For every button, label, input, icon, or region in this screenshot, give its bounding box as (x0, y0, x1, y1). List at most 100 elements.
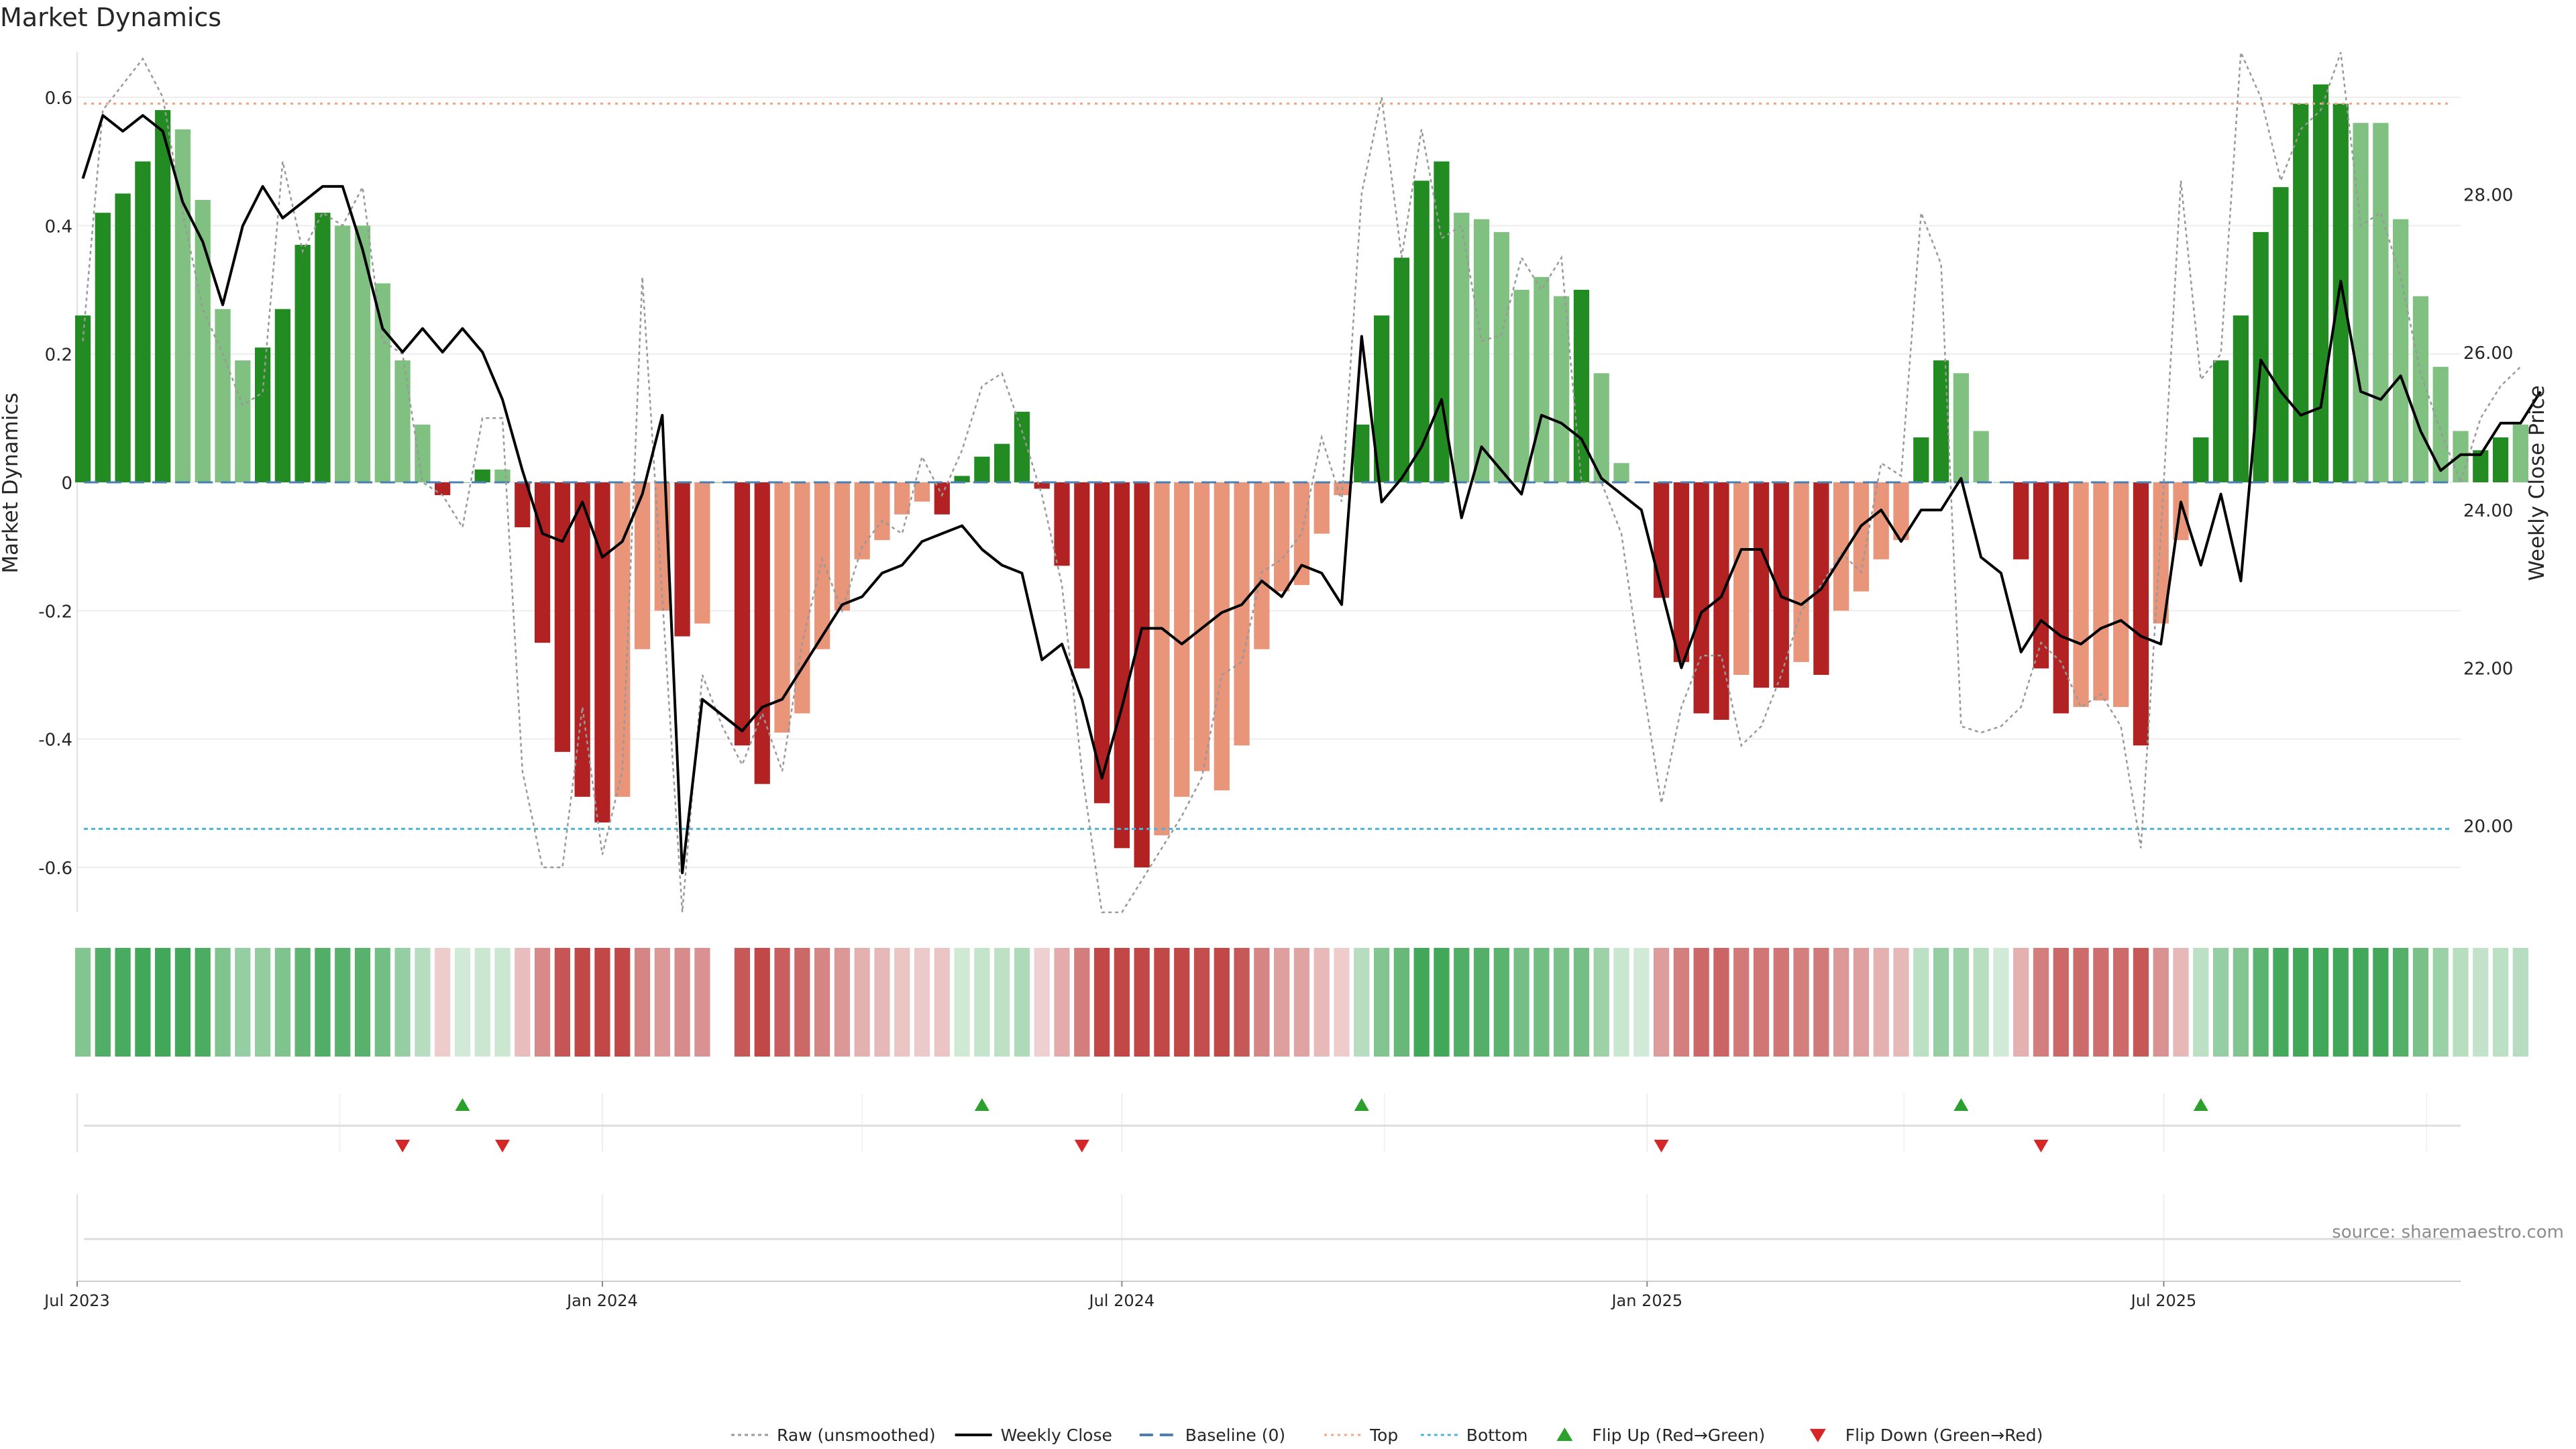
heat-cell (654, 948, 670, 1057)
heat-cell (1234, 948, 1250, 1057)
momentum-bar (1973, 431, 1989, 482)
momentum-bar (1653, 482, 1670, 598)
momentum-bar (2312, 84, 2329, 483)
y-tick-label: -0.2 (38, 602, 72, 622)
momentum-bar (1793, 482, 1809, 662)
momentum-bar (894, 482, 910, 515)
heat-cell (2373, 948, 2389, 1057)
heat-cell (294, 948, 311, 1057)
heat-cell (1593, 948, 1609, 1057)
heat-cell (1833, 948, 1849, 1057)
legend-label: Baseline (0) (1185, 1426, 1285, 1445)
momentum-bar (854, 482, 870, 559)
momentum-bar (315, 213, 331, 482)
y-axis-title: Market Dynamics (0, 392, 23, 573)
heat-cell (515, 948, 531, 1057)
heat-cell (2273, 948, 2289, 1057)
heat-cell (374, 948, 390, 1057)
x-tick-label: Jul 2024 (1088, 1291, 1155, 1310)
legend-entry-bottom: Bottom (1420, 1426, 1528, 1445)
heat-cell (794, 948, 810, 1057)
momentum-bar (2293, 103, 2309, 483)
heat-cell (1114, 948, 1130, 1057)
heat-cell (74, 948, 91, 1057)
heat-cell (155, 948, 171, 1057)
heat-cell (235, 948, 251, 1057)
momentum-bar (1573, 289, 1590, 482)
heat-cell (195, 948, 211, 1057)
y-tick-label: 0.4 (45, 217, 72, 237)
momentum-bar (774, 482, 790, 733)
momentum-bar (2093, 482, 2109, 701)
heat-strip (74, 948, 2528, 1057)
momentum-bar (754, 482, 770, 784)
momentum-bar (394, 360, 411, 482)
legend-entry-top: Top (1324, 1426, 1398, 1445)
momentum-bar (294, 245, 311, 482)
y2-tick-label: 20.00 (2463, 817, 2513, 837)
heat-cell (1673, 948, 1689, 1057)
heat-cell (1054, 948, 1070, 1057)
momentum-bar (1313, 482, 1330, 534)
heat-cell (274, 948, 290, 1057)
heat-cell (1813, 948, 1829, 1057)
momentum-bar (1154, 482, 1170, 836)
flip-down-marker (495, 1140, 511, 1152)
momentum-bar (2113, 482, 2129, 707)
flip-down-marker (2033, 1140, 2049, 1152)
momentum-bar (1593, 373, 1609, 482)
heat-cell (1554, 948, 1570, 1057)
momentum-bar (1933, 360, 1949, 482)
heat-cell (315, 948, 331, 1057)
legend-entry-flip_up: Flip Up (Red→Green) (1556, 1426, 1765, 1445)
legend-entry-flip_down: Flip Down (Green→Red) (1809, 1426, 2043, 1445)
heat-cell (2193, 948, 2209, 1057)
heat-cell (1313, 948, 1330, 1057)
heat-cell (614, 948, 631, 1057)
momentum-bar (1893, 482, 1909, 541)
legend-label: Top (1369, 1426, 1398, 1445)
momentum-bar (155, 110, 171, 482)
heat-cell (1193, 948, 1210, 1057)
momentum-bar (1733, 482, 1750, 676)
momentum-bar (515, 482, 531, 527)
momentum-bar (254, 347, 271, 482)
momentum-bar (2432, 366, 2449, 482)
momentum-bar (674, 482, 690, 637)
momentum-bar (2133, 482, 2149, 746)
momentum-bar (1853, 482, 1870, 592)
heat-cell (215, 948, 231, 1057)
momentum-bar (1713, 482, 1729, 720)
y-tick-label: 0.6 (45, 89, 72, 109)
heat-cell (1773, 948, 1789, 1057)
momentum-bar (274, 309, 290, 482)
momentum-bar (1214, 482, 1230, 791)
heat-cell (1034, 948, 1050, 1057)
heat-cell (415, 948, 431, 1057)
momentum-bar (1174, 482, 1190, 797)
heat-cell (1993, 948, 2009, 1057)
y-tick-label: -0.4 (38, 731, 72, 751)
momentum-bar (415, 424, 431, 482)
legend-entry-baseline: Baseline (0) (1139, 1426, 1285, 1445)
momentum-bar (1134, 482, 1150, 868)
heat-cell (1373, 948, 1390, 1057)
heat-cell (1913, 948, 1929, 1057)
momentum-bar (1054, 482, 1070, 566)
momentum-bar (974, 456, 990, 482)
momentum-bar (714, 482, 731, 483)
heat-cell (894, 948, 910, 1057)
heat-cell (254, 948, 271, 1057)
heat-cell (2393, 948, 2409, 1057)
heat-cell (2473, 948, 2489, 1057)
heat-cell (1293, 948, 1310, 1057)
heat-cell (1793, 948, 1809, 1057)
heat-cell (994, 948, 1010, 1057)
heat-cell (1933, 948, 1949, 1057)
momentum-bar (994, 443, 1010, 482)
momentum-bar (1613, 463, 1629, 482)
heat-cell (594, 948, 610, 1057)
heat-cell (1274, 948, 1290, 1057)
heat-cell (174, 948, 191, 1057)
momentum-bar (2033, 482, 2049, 669)
